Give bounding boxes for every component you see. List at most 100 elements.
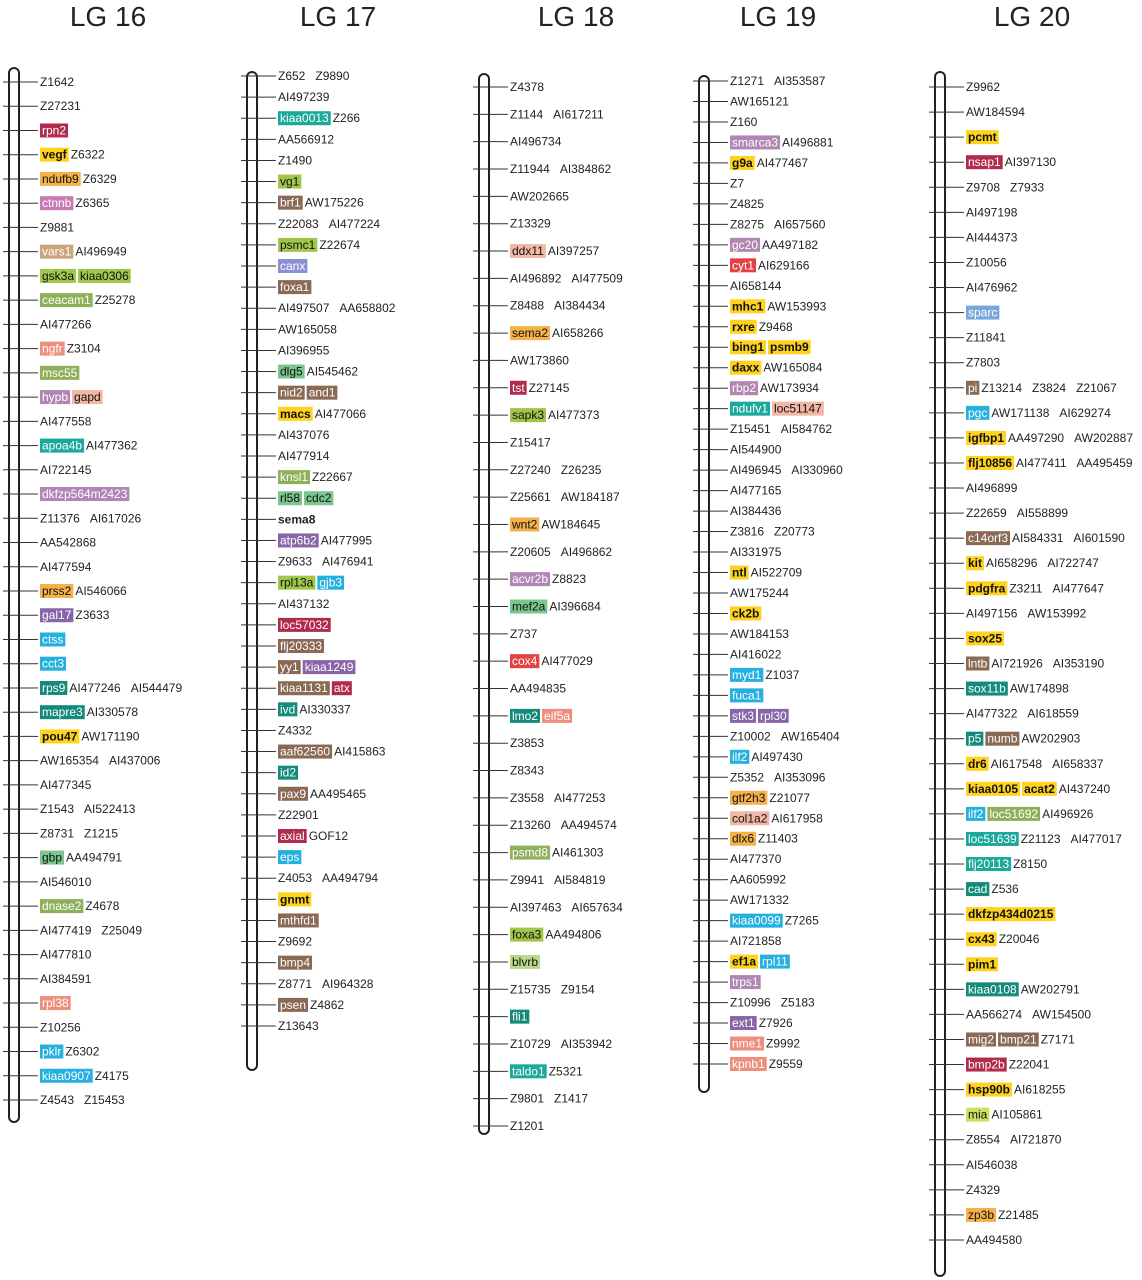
marker-label: AI721858 xyxy=(730,934,782,948)
gene-highlight xyxy=(304,491,334,506)
gene-highlight xyxy=(730,954,759,969)
marker-row: AW165354 AI437006 xyxy=(3,754,161,768)
marker-row: sox25 xyxy=(929,631,1005,646)
gene-highlight xyxy=(40,438,85,453)
marker-label: Z8823 xyxy=(552,572,586,586)
marker-row: rps9 AI477246 AI544479 xyxy=(3,680,182,695)
gene-highlight xyxy=(730,360,762,375)
marker-label: Z737 xyxy=(510,627,538,641)
gene-highlight xyxy=(966,781,1021,796)
gene-label: loc51692 xyxy=(989,807,1038,821)
marker-row: acvr2b Z8823 xyxy=(473,572,586,587)
gene-label: pou47 xyxy=(42,729,78,743)
gene-label: sparc xyxy=(968,306,997,320)
marker-row: Z27240 Z26235 xyxy=(473,463,602,477)
gene-label: atx xyxy=(334,681,350,695)
marker-label: AI353190 xyxy=(1053,657,1105,671)
gene-highlight xyxy=(278,997,309,1012)
gene-highlight xyxy=(278,195,303,210)
marker-row: AI477370 xyxy=(693,852,782,866)
marker-row: Z10002 AW165404 xyxy=(693,729,840,743)
gene-highlight xyxy=(510,408,547,423)
marker-label: AI657560 xyxy=(774,217,826,231)
gene-highlight xyxy=(278,639,325,653)
marker-row: flj10856 AI477411 AA495459 xyxy=(929,455,1133,470)
marker-label: Z11376 xyxy=(40,511,80,525)
marker-row: col1a2 AI617958 xyxy=(693,811,823,826)
marker-label: AI522413 xyxy=(84,802,136,816)
marker-label: Z7 xyxy=(730,176,744,190)
marker-label: Z13329 xyxy=(510,217,551,231)
marker-label: AW153992 xyxy=(1027,606,1086,620)
marker-row: Z9633 AI476941 xyxy=(241,555,374,569)
gene-label: hypb xyxy=(42,390,68,404)
marker-label: Z1215 xyxy=(84,826,118,840)
marker-label: Z8731 xyxy=(40,826,74,840)
marker-label: AI477017 xyxy=(1071,832,1123,846)
marker-row: ctss xyxy=(3,632,66,647)
marker-label: AI330337 xyxy=(299,702,351,716)
marker-label: Z27231 xyxy=(40,99,81,113)
marker-label: Z22901 xyxy=(278,808,319,822)
marker-label: AI416022 xyxy=(730,647,782,661)
marker-label: AI617211 xyxy=(553,107,604,121)
gene-highlight xyxy=(966,556,985,571)
marker-row: hsp90b AI618255 xyxy=(929,1082,1066,1097)
marker-row: AI477914 xyxy=(241,449,330,463)
marker-label: AI384862 xyxy=(560,162,612,176)
marker-row: Z15735 Z9154 xyxy=(473,982,595,996)
marker-row: nid2 and1 xyxy=(241,385,338,400)
marker-row: Z9708 Z7933 xyxy=(929,180,1044,194)
marker-label: AW184153 xyxy=(730,627,789,641)
marker-row: ceacam1 Z25278 xyxy=(3,293,136,308)
marker-label: Z266 xyxy=(333,111,361,125)
marker-row: trps1 xyxy=(693,975,761,990)
marker-row: pim1 xyxy=(929,957,999,972)
gene-highlight xyxy=(510,599,548,614)
marker-label: Z9468 xyxy=(759,320,793,334)
gene-highlight xyxy=(40,1044,64,1059)
gene-label: kiaa1249 xyxy=(305,660,354,674)
marker-label: AI658296 xyxy=(986,556,1038,570)
marker-label: AI397463 xyxy=(510,900,562,914)
marker-label: Z1271 xyxy=(730,74,764,88)
marker-label: AA658802 xyxy=(339,301,395,315)
marker-row: pcmt xyxy=(929,130,999,145)
gene-highlight xyxy=(306,385,338,400)
marker-label: AW153993 xyxy=(767,299,826,313)
marker-label: Z3853 xyxy=(510,736,544,750)
marker-label: AW202903 xyxy=(1021,732,1080,746)
marker-row: AA494580 xyxy=(929,1233,1022,1247)
marker-row: Z4329 xyxy=(929,1183,1000,1197)
marker-label: AW173860 xyxy=(510,353,569,367)
gene-highlight xyxy=(730,811,770,826)
marker-label: Z9890 xyxy=(315,69,349,83)
marker-row: mia AI105861 xyxy=(929,1107,1043,1122)
gene-highlight xyxy=(40,123,69,138)
gene-label: id2 xyxy=(280,766,296,780)
marker-row: atp6b2 AI477995 xyxy=(241,533,372,548)
marker-row: dlg5 AI545462 xyxy=(241,364,358,379)
gene-highlight xyxy=(510,244,546,259)
gene-highlight xyxy=(966,806,986,821)
marker-label: AW154500 xyxy=(1032,1007,1091,1021)
marker-row: Z10729 AI353942 xyxy=(473,1037,612,1051)
gene-label: gapd xyxy=(74,390,101,404)
marker-label: AI330578 xyxy=(87,705,139,719)
marker-label: AI584331 xyxy=(1012,531,1064,545)
marker-row: AI496945 AI330960 xyxy=(693,463,843,477)
marker-row: Z7803 xyxy=(929,356,1000,370)
gene-highlight xyxy=(966,1107,990,1122)
marker-label: Z10729 xyxy=(510,1037,551,1051)
gene-highlight xyxy=(40,293,93,308)
gene-highlight xyxy=(966,631,1005,646)
gene-label: loc51147 xyxy=(774,402,822,416)
gene-label: col1a2 xyxy=(732,811,768,825)
marker-row: lmo2 eif5a xyxy=(473,708,573,723)
gene-label: fli1 xyxy=(512,1010,528,1024)
gene-highlight xyxy=(510,708,541,723)
marker-row: ext1 Z7926 xyxy=(693,1016,793,1031)
marker-label: AI476962 xyxy=(966,281,1018,295)
gene-highlight xyxy=(966,1207,997,1222)
gene-label: cox4 xyxy=(512,654,538,668)
